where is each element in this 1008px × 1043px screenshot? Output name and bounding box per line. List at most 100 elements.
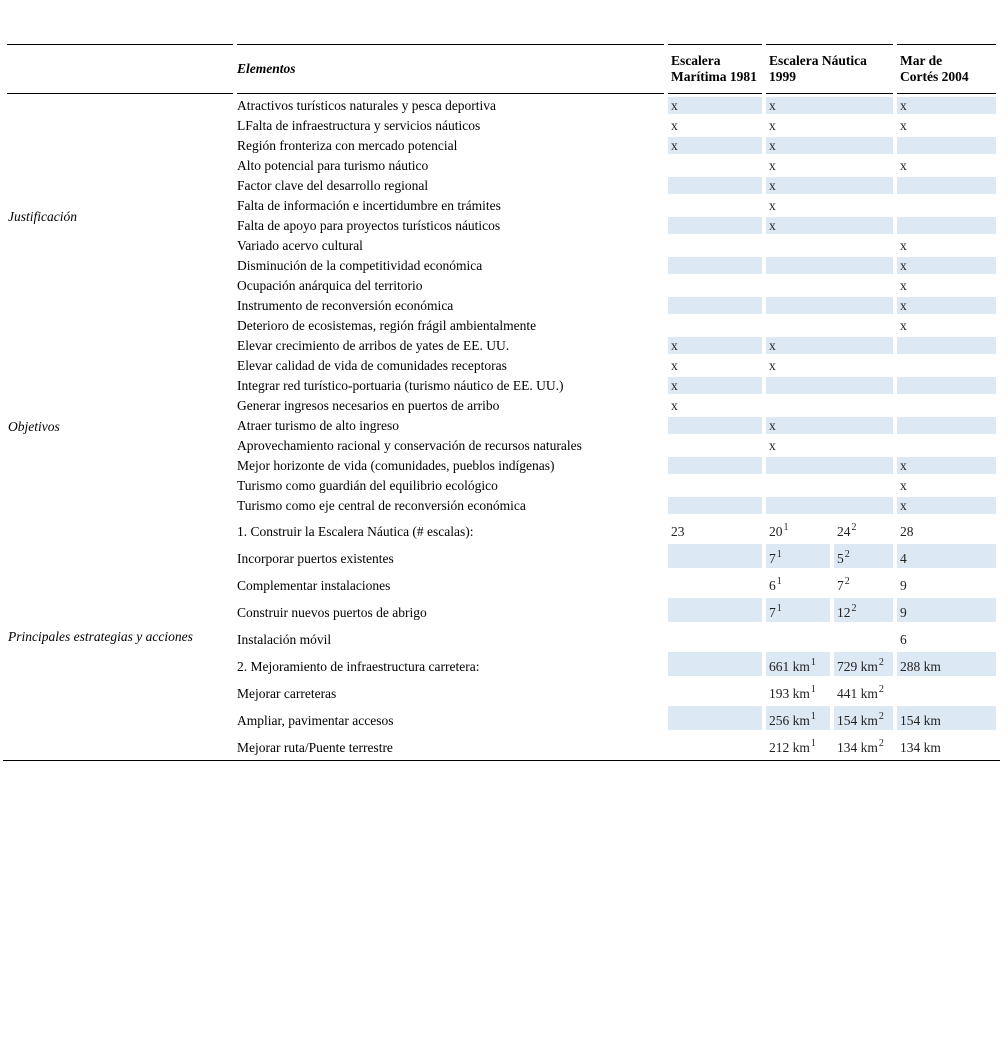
table-body: Justificación Atractivos turísticos natur… (7, 97, 996, 757)
table-row: Atraer turismo de alto ingreso x (7, 417, 996, 434)
mar-de-cortes-cell (897, 217, 996, 234)
elemento-cell: Falta de información e incertidumbre en … (237, 198, 501, 213)
table-row: Elevar calidad de vida de comunidades re… (7, 357, 996, 374)
escalera-maritima-cell (668, 571, 762, 595)
value-text: 6 (769, 578, 776, 593)
superscript-note: 2 (878, 683, 884, 695)
elemento-cell: Construir nuevos puertos de abrigo (237, 605, 427, 620)
escalera-maritima-column-header: Escalera Marítima 1981 (668, 44, 762, 94)
table-row: Variado acervo cultural x (7, 237, 996, 254)
escalera-nautica-cell (766, 277, 893, 294)
mar-de-cortes-cell (897, 679, 996, 703)
mar-de-cortes-cell: x (897, 297, 996, 314)
table-header: Elementos Escalera Marítima 1981 Escaler… (7, 44, 996, 94)
superscript-note: 2 (851, 521, 857, 533)
superscript-note: 2 (851, 602, 857, 614)
mar-de-cortes-cell: 154 km (897, 706, 996, 730)
elemento-cell: Instrumento de reconversión económica (237, 298, 454, 313)
elemento-cell: Falta de apoyo para proyectos turísticos… (237, 218, 501, 233)
escalera-nautica-cell: x (769, 438, 776, 453)
mar-de-cortes-column-header: Mar de Cortés 2004 (897, 44, 996, 94)
elemento-cell: Mejorar carreteras (237, 686, 337, 701)
group-label-cell: Objetivos (8, 418, 60, 434)
superscript-note: 1 (776, 602, 782, 614)
escalera-maritima-cell (668, 625, 762, 649)
value-text: 193 km (769, 686, 810, 701)
escalera-maritima-cell (668, 217, 762, 234)
elemento-cell: Ocupación anárquica del territorio (237, 278, 423, 293)
escalera-nautica-cell (766, 497, 893, 514)
escalera-nautica-sub2-cell: 52 (834, 544, 893, 568)
escalera-nautica-sub1-cell (766, 625, 830, 649)
table-row: Disminución de la competitividad económi… (7, 257, 996, 274)
group-label-cell: Principales estrategias y acciones (8, 629, 193, 644)
table-row: Falta de información e incertidumbre en … (7, 197, 996, 214)
elemento-cell: Alto potencial para turismo náutico (237, 158, 429, 173)
table-row: Mejorar ruta/Puente terrestre 212 km1 134 … (7, 733, 996, 757)
superscript-note: 2 (878, 656, 884, 668)
escalera-nautica-cell: x (769, 118, 776, 133)
mar-de-cortes-cell: x (897, 257, 996, 274)
escalera-maritima-cell (668, 417, 762, 434)
superscript-note: 1 (810, 737, 816, 749)
table-row: Instrumento de reconversión económica x (7, 297, 996, 314)
mar-de-cortes-cell (897, 377, 996, 394)
escalera-maritima-cell (668, 157, 762, 174)
escalera-nautica-cell: x (766, 217, 893, 234)
elemento-cell: Turismo como guardián del equilibrio eco… (237, 478, 498, 493)
mar-de-cortes-cell: x (900, 318, 907, 333)
value-text: 20 (769, 524, 783, 539)
superscript-note: 1 (810, 710, 816, 722)
table-row: Aprovechamiento racional y conservación … (7, 437, 996, 454)
mar-de-cortes-cell: x (897, 497, 996, 514)
mar-de-cortes-cell (897, 357, 996, 374)
elemento-cell: Disminución de la competitividad económi… (237, 258, 483, 273)
mar-de-cortes-cell: x (900, 478, 907, 493)
mar-de-cortes-cell (897, 177, 996, 194)
table-row: Mejorar carreteras 193 km1 441 km2 (7, 679, 996, 703)
elemento-cell: 1. Construir la Escalera Náutica (# esca… (237, 524, 474, 539)
value-text: 7 (769, 551, 776, 566)
mar-de-cortes-cell: x (900, 158, 907, 173)
superscript-note: 1 (776, 548, 782, 560)
escalera-nautica-sub1-cell: 256 km1 (766, 706, 830, 730)
escalera-nautica-cell (766, 477, 893, 494)
value-text: 7 (837, 578, 844, 593)
escalera-maritima-header-label: Escalera Marítima 1981 (671, 53, 757, 84)
escalera-nautica-cell (766, 317, 893, 334)
escalera-nautica-sub1-cell: 661 km1 (766, 652, 830, 676)
escalera-maritima-cell: x (668, 97, 762, 114)
elemento-cell: Aprovechamiento racional y conservación … (237, 438, 582, 453)
value-text: 12 (837, 605, 851, 620)
escalera-maritima-cell (668, 706, 762, 730)
superscript-note: 1 (810, 656, 816, 668)
escalera-nautica-sub1-cell: 193 km1 (766, 679, 830, 703)
superscript-note: 2 (844, 575, 850, 587)
table-row: Mejor horizonte de vida (comunidades, pu… (7, 457, 996, 474)
table-row: Alto potencial para turismo náutico x x (7, 157, 996, 174)
escalera-nautica-cell (766, 257, 893, 274)
superscript-note: 2 (878, 737, 884, 749)
escalera-nautica-sub1-cell: 212 km1 (766, 733, 830, 757)
mar-de-cortes-cell (897, 337, 996, 354)
escalera-nautica-cell: x (766, 137, 893, 154)
escalera-nautica-sub2-cell: 134 km2 (834, 733, 893, 757)
table-row: Falta de apoyo para proyectos turísticos… (7, 217, 996, 234)
value-text: 24 (837, 524, 851, 539)
table-row: Región fronteriza con mercado potencial x… (7, 137, 996, 154)
mar-de-cortes-cell: 28 (900, 524, 914, 539)
elemento-cell: Complementar instalaciones (237, 578, 391, 593)
mar-de-cortes-cell (897, 197, 996, 214)
escalera-nautica-sub2-cell (834, 625, 893, 649)
elemento-cell: Instalación móvil (237, 632, 332, 647)
mar-de-cortes-cell: x (897, 97, 996, 114)
mar-de-cortes-cell: 134 km (900, 740, 941, 755)
escalera-nautica-cell (766, 297, 893, 314)
elemento-cell: Atractivos turísticos naturales y pesca … (237, 98, 497, 113)
mar-de-cortes-cell (897, 437, 996, 454)
escalera-nautica-cell (766, 457, 893, 474)
elemento-cell: Factor clave del desarrollo regional (237, 178, 429, 193)
escalera-maritima-cell (668, 297, 762, 314)
table-row: Turismo como eje central de reconversión… (7, 497, 996, 514)
mar-de-cortes-cell: 6 (900, 632, 907, 647)
